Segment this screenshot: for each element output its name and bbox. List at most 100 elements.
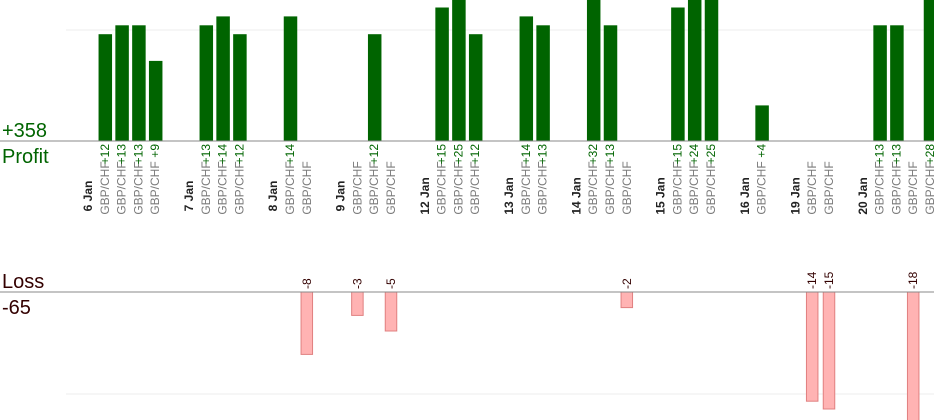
profit-bar (923, 0, 934, 141)
profit-bar (233, 34, 247, 142)
profit-value-label: +25 (451, 144, 465, 165)
pair-label: GBP/CHF (216, 161, 230, 214)
pair-label: GBP/CHF (148, 161, 162, 214)
pair-label: GBP/CHF (873, 161, 887, 214)
profit-value-label: +13 (199, 144, 213, 165)
profit-bar (216, 16, 230, 141)
pair-label: GBP/CHF (670, 161, 684, 214)
loss-bar (620, 291, 634, 309)
profit-total: +358 (2, 120, 47, 142)
profit-value-label: +9 (148, 144, 162, 158)
profit-value-label: +13 (115, 144, 129, 165)
profit-bar (671, 7, 685, 141)
profit-bar (890, 25, 904, 141)
day-label: 12 Jan (418, 177, 432, 214)
profit-bar (687, 0, 702, 141)
profit-bar (755, 105, 769, 141)
day-label: 19 Jan (788, 177, 802, 214)
profit-bar (199, 25, 214, 141)
profit-value-label: +13 (889, 144, 903, 165)
profit-value-label: +13 (603, 144, 617, 165)
pair-label: GBP/CHF (704, 161, 718, 214)
pair-label: GBP/CHF (98, 161, 112, 214)
pair-label: GBP/CHF (603, 161, 617, 214)
day-label: 20 Jan (856, 177, 870, 214)
pair-label: GBP/CHF (131, 161, 145, 214)
pair-label: GBP/CHF (367, 161, 381, 214)
pair-label: GBP/CHF (115, 161, 129, 214)
loss-bar (805, 291, 819, 402)
pair-label: GBP/CHF (468, 161, 482, 214)
profit-bar (468, 34, 483, 142)
pair-label: GBP/CHF (435, 161, 449, 214)
profit-bar (536, 25, 550, 141)
day-label: 6 Jan (81, 181, 95, 212)
profit-value-label: +15 (670, 144, 684, 165)
profit-bar (873, 25, 887, 141)
profit-value-label: +32 (586, 144, 600, 165)
pair-label: GBP/CHF (923, 161, 934, 214)
loss-value-label: -8 (300, 278, 314, 289)
day-label: 13 Jan (502, 177, 516, 214)
day-label: 15 Jan (654, 177, 668, 214)
profit-bar (519, 16, 534, 141)
loss-value-label: -18 (906, 271, 920, 289)
pair-label: GBP/CHF (519, 161, 533, 214)
profit-label: Profit (2, 146, 49, 168)
loss-bar (906, 291, 920, 420)
profit-value-label: +12 (367, 144, 381, 165)
profit-value-label: +13 (131, 144, 145, 165)
pair-label: GBP/CHF (620, 161, 634, 214)
pair-label: GBP/CHF (300, 161, 314, 214)
profit-value-label: +25 (704, 144, 718, 165)
day-label: 8 Jan (266, 181, 280, 212)
pair-label: GBP/CHF (283, 161, 297, 214)
pair-label: GBP/CHF (350, 161, 364, 214)
profit-bar (132, 25, 146, 141)
profit-bar (283, 16, 298, 141)
profit-value-label: +12 (468, 144, 482, 165)
pair-label: GBP/CHF (822, 161, 836, 214)
loss-bar (822, 291, 836, 410)
pair-label: GBP/CHF (536, 161, 550, 214)
loss-value-label: -3 (350, 278, 364, 289)
profit-bar (115, 25, 129, 141)
pair-label: GBP/CHF (889, 161, 903, 214)
pair-label: GBP/CHF (805, 161, 819, 214)
profit-bar (148, 60, 163, 141)
profit-value-label: +14 (519, 144, 533, 165)
profit-value-label: +14 (216, 144, 230, 165)
profit-bar (452, 0, 466, 141)
loss-bar (351, 291, 364, 316)
profit-value-label: +14 (283, 144, 297, 165)
day-label: 9 Jan (334, 181, 348, 212)
pair-label: GBP/CHF (755, 161, 769, 214)
profit-value-label: +15 (435, 144, 449, 165)
loss-value-label: -5 (384, 278, 398, 289)
profit-bar (586, 0, 601, 141)
pair-label: GBP/CHF (687, 161, 701, 214)
day-label: 7 Jan (182, 181, 196, 212)
profit-bar (603, 25, 618, 141)
profit-value-label: +28 (923, 144, 934, 165)
bars-layer (98, 0, 934, 420)
profit-value-label: +12 (98, 144, 112, 165)
profit-bar (367, 34, 382, 142)
loss-label: Loss (2, 271, 44, 293)
pair-label: GBP/CHF (906, 161, 920, 214)
profit-value-label: +4 (755, 144, 769, 158)
profit-value-label: +13 (873, 144, 887, 165)
profit-bar (435, 7, 449, 141)
loss-bar (300, 291, 314, 355)
pair-label: GBP/CHF (384, 161, 398, 214)
profit-value-label: +12 (232, 144, 246, 165)
profit-value-label: +13 (536, 144, 550, 165)
day-label: 14 Jan (569, 177, 583, 214)
pair-label: GBP/CHF (451, 161, 465, 214)
loss-value-label: -2 (620, 278, 634, 289)
loss-total: -65 (2, 297, 31, 319)
loss-bar (384, 291, 398, 332)
profit-value-label: +24 (687, 144, 701, 165)
loss-value-label: -15 (822, 271, 836, 289)
